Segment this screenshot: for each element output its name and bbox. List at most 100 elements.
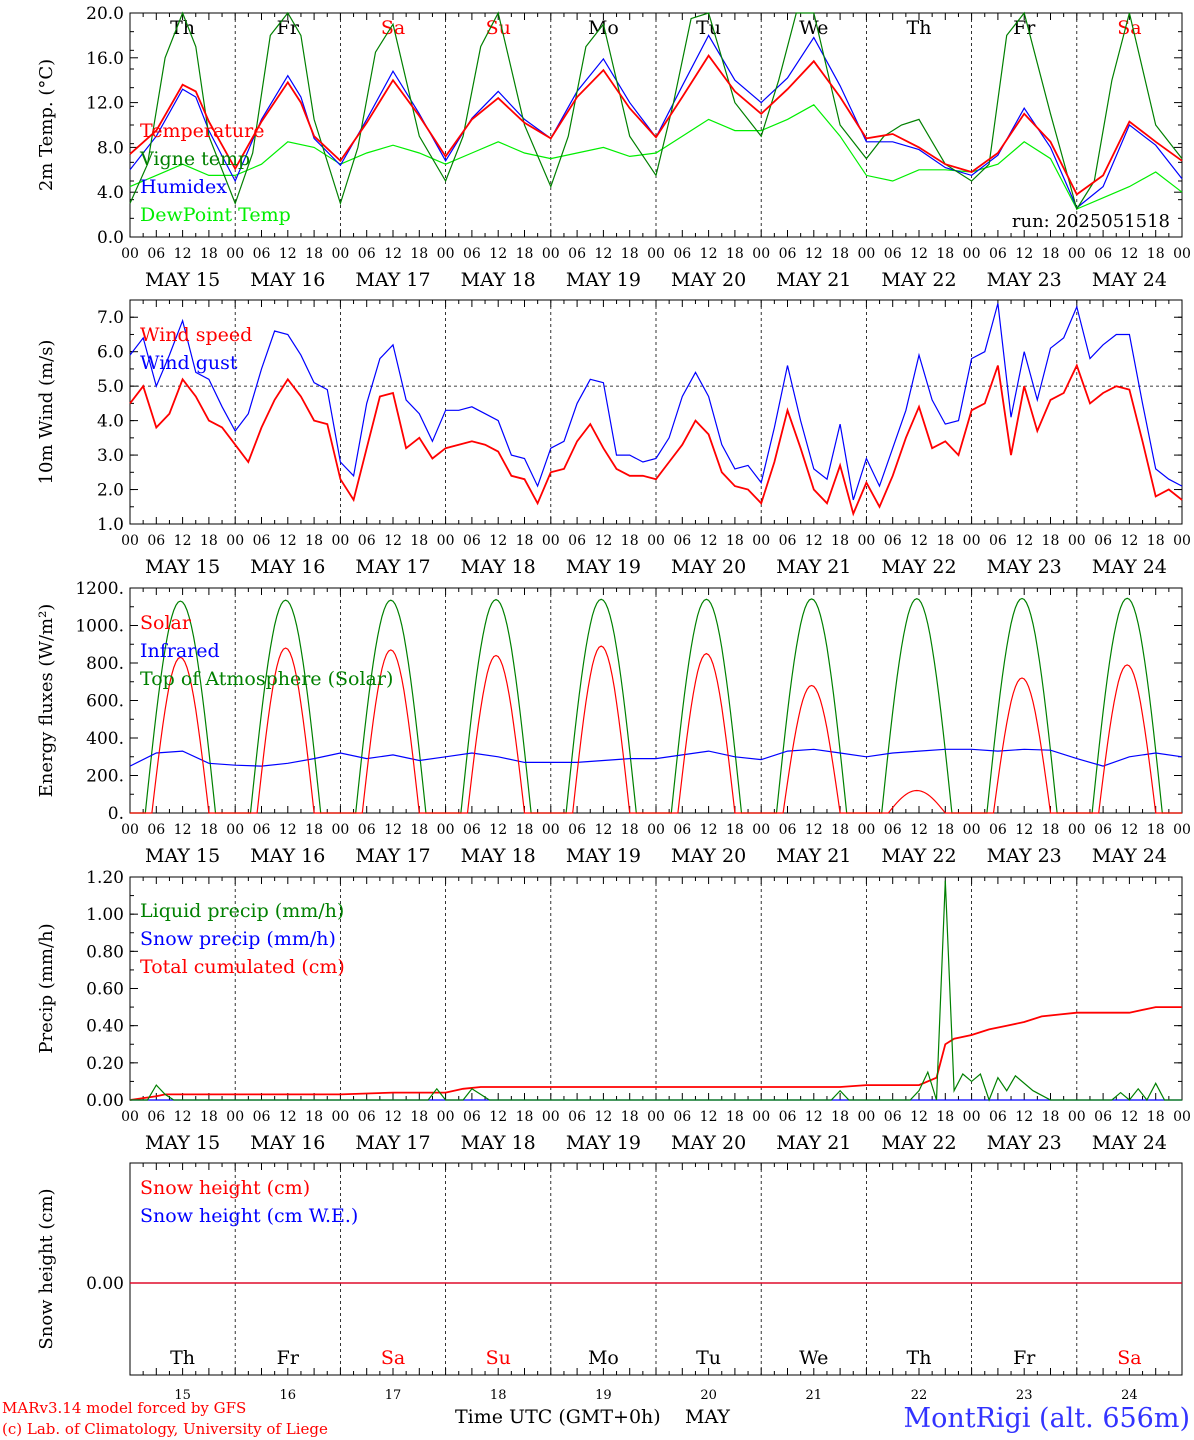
hour-tick-label: 00 [1068,1109,1086,1125]
hour-tick-label: 18 [1147,822,1165,838]
hour-tick-label: 12 [1120,533,1138,549]
hour-tick-label: 12 [1120,1109,1138,1125]
hour-tick-label: 12 [594,533,612,549]
hour-tick-label: 18 [936,1109,954,1125]
y-tick-label: 1.0 [97,515,124,535]
hour-tick-label: 00 [857,533,875,549]
y-tick-label: 0.00 [86,1091,124,1111]
panel-5: 0.00 Snow height (cm) Th Fr Sa Su Mo Tu We Th Fr Sa… [36,1162,1183,1403]
hour-tick-label: 12 [279,533,297,549]
hour-tick-label: 06 [253,533,271,549]
hour-tick-label: 12 [1015,822,1033,838]
hour-tick-label: 06 [884,822,902,838]
y-tick-label: 0.40 [86,1017,124,1037]
hour-tick-label: 00 [331,246,349,262]
hour-tick-label: 06 [147,822,165,838]
hour-tick-label: 12 [910,533,928,549]
y-tick-label: 0. [108,804,124,824]
hour-tick-label: 06 [884,533,902,549]
weekday-label: Fr [1013,1347,1036,1369]
hour-tick-label: 12 [805,533,823,549]
run-annotation: run: 2025051518 [1012,211,1170,232]
hour-tick-label: 00 [331,533,349,549]
hour-tick-label: 00 [437,246,455,262]
hour-tick-label: 18 [831,1109,849,1125]
hour-tick-label: 18 [726,822,744,838]
date-label: MAY 18 [461,1132,536,1154]
plot-frame [129,587,1183,814]
hour-tick-label: 06 [147,246,165,262]
weekday-label: Sa [1117,1347,1141,1369]
hour-tick-label: 12 [594,1109,612,1125]
legend-entry: DewPoint Temp [140,204,291,226]
date-label: MAY 16 [250,1132,325,1154]
weekday-label: Su [486,17,511,39]
date-label: MAY 16 [250,269,325,291]
hour-tick-label: 06 [568,246,586,262]
hour-tick-label: 00 [437,533,455,549]
hour-tick-label: 12 [910,1109,928,1125]
hour-tick-label: 00 [542,246,560,262]
legend-entry: Temperature [140,120,264,142]
y-tick-label: 5.0 [97,377,124,397]
hour-tick-label: 00 [542,533,560,549]
date-label: MAY 24 [1092,1132,1167,1154]
hour-tick-label: 06 [1094,246,1112,262]
hour-tick-label: 12 [700,533,718,549]
date-label: MAY 16 [250,845,325,867]
y-tick-label: 0.0 [97,228,124,248]
hour-tick-label: 06 [779,533,797,549]
date-label: MAY 22 [881,269,956,291]
hour-tick-label: 18 [305,822,323,838]
hour-tick-label: 18 [726,1109,744,1125]
date-label: MAY 20 [671,1132,746,1154]
hour-tick-label: 06 [989,246,1007,262]
date-label: MAY 21 [776,1132,851,1154]
hour-tick-label: 00 [1173,1109,1191,1125]
hour-tick-label: 12 [489,533,507,549]
weekday-label: Fr [277,1347,300,1369]
hour-tick-label: 18 [726,246,744,262]
series-line [129,303,1183,501]
date-label: MAY 20 [671,845,746,867]
hour-tick-label: 06 [673,822,691,838]
hour-tick-label: 00 [331,822,349,838]
date-label: MAY 22 [881,556,956,578]
hour-tick-label: 00 [226,246,244,262]
hour-tick-label: 06 [884,1109,902,1125]
y-axis-label: Precip (mm/h) [36,923,57,1053]
date-label: MAY 24 [1092,845,1167,867]
hour-tick-label: 12 [594,246,612,262]
hour-tick-label: 06 [463,1109,481,1125]
hour-tick-label: 00 [857,1109,875,1125]
hour-tick-label: 12 [174,1109,192,1125]
series-line [129,748,1183,767]
y-tick-label: 3.0 [97,446,124,466]
hour-tick-label: 18 [1042,822,1060,838]
hour-tick-label: 00 [542,822,560,838]
hour-tick-label: 12 [594,822,612,838]
legend-entry: Wind speed [140,324,252,346]
series-line [129,1006,1182,1101]
series-line [130,880,1182,1102]
y-axis-label: Snow height (cm) [36,1188,57,1349]
hour-tick-label: 06 [358,246,376,262]
day-number-label: 22 [911,1388,928,1403]
hour-tick-label: 12 [1015,246,1033,262]
date-label: MAY 18 [461,269,536,291]
date-label: MAY 17 [355,556,430,578]
date-label: MAY 15 [145,1132,220,1154]
hour-tick-label: 18 [410,246,428,262]
hour-tick-label: 06 [673,533,691,549]
hour-tick-label: 18 [831,533,849,549]
weekday-label: Th [170,1347,195,1369]
date-label: MAY 15 [145,556,220,578]
date-label: MAY 15 [145,269,220,291]
y-tick-label: 1.00 [86,905,124,925]
footer-model: MARv3.14 model forced by GFS [2,1399,246,1417]
date-label: MAY 20 [671,269,746,291]
weekday-label: We [799,1347,828,1369]
hour-tick-label: 06 [779,822,797,838]
hour-tick-label: 00 [542,1109,560,1125]
